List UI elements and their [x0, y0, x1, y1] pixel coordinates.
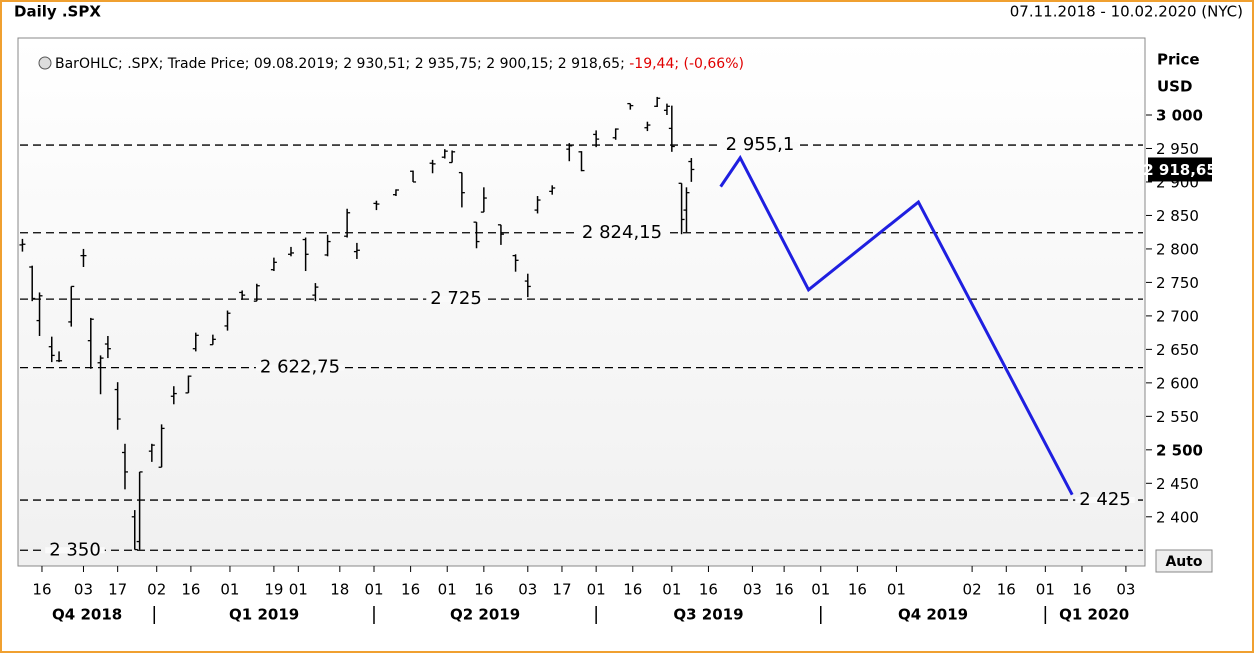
y-tick-label: 2 650: [1156, 341, 1199, 359]
x-tick-label: 16: [699, 581, 718, 599]
date-range: 07.11.2018 - 10.02.2020 (NYC): [1010, 3, 1243, 21]
quarter-label: Q4 2019: [898, 606, 968, 624]
legend-values: BarOHLC; .SPX; Trade Price; 09.08.2019; …: [55, 56, 629, 72]
auto-button[interactable]: [1155, 549, 1213, 573]
quarter-label: Q3 2019: [673, 606, 743, 624]
x-tick-label: 03: [1116, 581, 1135, 599]
x-tick-label: 16: [32, 581, 51, 599]
x-tick-label: 03: [743, 581, 762, 599]
x-tick-label: 01: [438, 581, 457, 599]
x-tick-label: 01: [811, 581, 830, 599]
x-tick-label: 16: [623, 581, 642, 599]
x-tick-label: 03: [74, 581, 93, 599]
level-label: 2 725: [430, 288, 482, 309]
x-tick-label: 02: [147, 581, 166, 599]
axis-title: Price: [1157, 51, 1200, 69]
y-tick-label: 2 700: [1156, 307, 1199, 325]
plot-area: [17, 37, 1146, 567]
y-tick-label: 2 400: [1156, 508, 1199, 526]
y-tick-label: 3 000: [1156, 107, 1203, 125]
level-label-bg: [426, 296, 486, 303]
legend: BarOHLC; .SPX; Trade Price; 09.08.2019; …: [38, 56, 744, 72]
x-tick-label: 01: [587, 581, 606, 599]
level-label-bg: [577, 229, 667, 236]
level-label-bg: [721, 142, 799, 149]
x-tick-label: 16: [848, 581, 867, 599]
auto-label[interactable]: Auto: [1165, 554, 1202, 570]
level-label-bg: [1075, 497, 1135, 504]
y-tick-label: 2 600: [1156, 374, 1199, 392]
legend-text: BarOHLC; .SPX; Trade Price; 09.08.2019; …: [55, 56, 744, 72]
quarter-label: Q4 2018: [52, 606, 122, 624]
level-label: 2 955,1: [726, 134, 795, 155]
y-tick-label: 2 950: [1156, 140, 1199, 158]
x-tick-label: 16: [775, 581, 794, 599]
x-tick-label: 19: [264, 581, 283, 599]
x-tick-label: 16: [181, 581, 200, 599]
chart-title: Daily .SPX: [14, 3, 101, 21]
y-tick-label: 2 550: [1156, 408, 1199, 426]
x-tick-label: 03: [518, 581, 537, 599]
x-tick-label: 16: [997, 581, 1016, 599]
y-tick-label: 2 800: [1156, 240, 1199, 258]
legend-icon: [38, 56, 52, 70]
x-tick-label: 01: [220, 581, 239, 599]
level-label: 2 622,75: [260, 357, 340, 378]
x-tick-label: 16: [1072, 581, 1091, 599]
x-tick-label: 17: [552, 581, 571, 599]
level-label-bg: [255, 364, 345, 371]
x-tick-label: 16: [401, 581, 420, 599]
y-tick-label: 2 850: [1156, 207, 1199, 225]
last-price-label: 2 918,65: [1143, 161, 1217, 179]
y-tick-label: 2 450: [1156, 475, 1199, 493]
level-label: 2 350: [49, 539, 101, 560]
last-price-box: [1148, 157, 1212, 182]
x-tick-label: 17: [108, 581, 127, 599]
level-label: 2 824,15: [582, 222, 662, 243]
y-tick-label: 2 500: [1156, 441, 1203, 459]
level-label: 2 425: [1079, 489, 1131, 510]
x-tick-label: 01: [887, 581, 906, 599]
x-tick-label: 01: [364, 581, 383, 599]
x-tick-label: 18: [330, 581, 349, 599]
x-tick-label: 01: [1036, 581, 1055, 599]
y-tick-label: 2 750: [1156, 274, 1199, 292]
quarter-label: Q1 2020: [1059, 606, 1129, 624]
quarter-label: Q2 2019: [450, 606, 520, 624]
x-tick-label: 01: [662, 581, 681, 599]
x-tick-label: 16: [474, 581, 493, 599]
quarter-label: Q1 2019: [229, 606, 299, 624]
axis-unit: USD: [1157, 78, 1192, 96]
x-tick-label: 02: [963, 581, 982, 599]
x-tick-label: 01: [289, 581, 308, 599]
projection-line: [719, 154, 1074, 496]
plot-layer: 2 955,1 2 824,15 2 725 2 622,75 2 425 2 350: [19, 96, 1143, 560]
legend-change: -19,44; (-0,66%): [629, 56, 744, 72]
level-label-bg: [45, 547, 105, 554]
